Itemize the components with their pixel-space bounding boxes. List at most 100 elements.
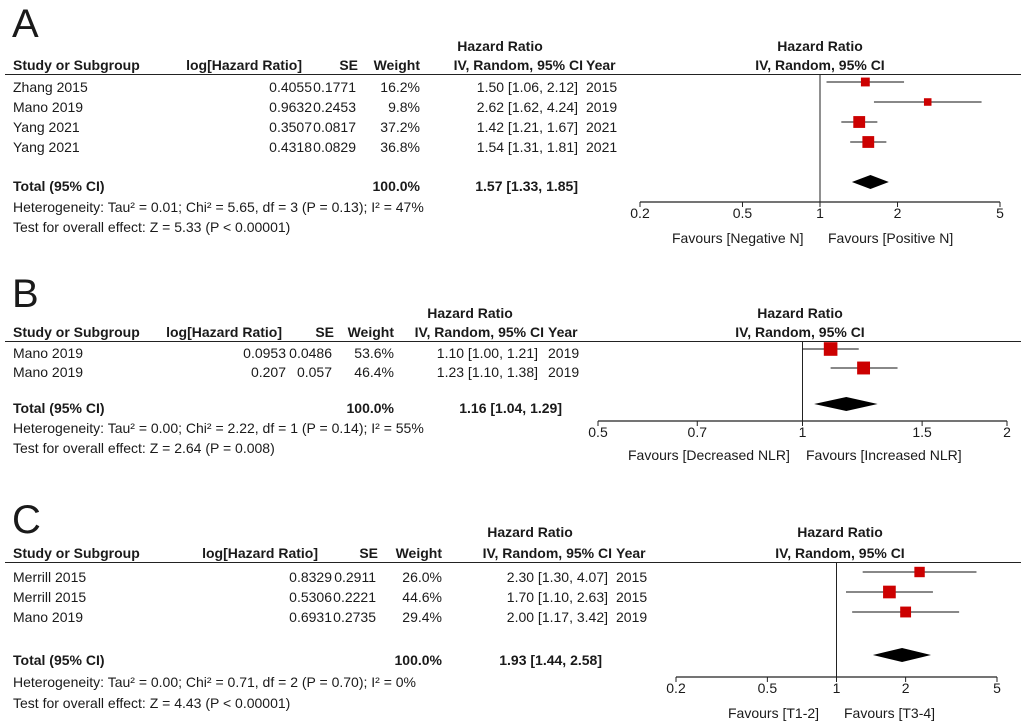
overall-effect-text: Test for overall effect: Z = 5.33 (P < 0… [13,219,291,235]
study-marker [914,566,925,578]
x-tick-label: 0.2 [666,680,686,696]
total-weight: 100.0% [372,178,420,194]
study-weight: 36.8% [380,139,420,155]
study-marker [860,77,870,87]
study-se: 0.2453 [313,99,356,115]
study-name: Merrill 2015 [13,589,87,605]
pooled-diamond [872,648,932,662]
x-tick-label: 5 [996,205,1004,221]
se-header: SE [315,324,334,340]
plot-subtitle: IV, Random, 95% CI [775,545,905,561]
weight-header: Weight [373,57,420,73]
se-header: SE [359,545,378,561]
study-se: 0.1771 [313,79,356,95]
study-marker [857,361,871,375]
study-weight: 16.2% [380,79,420,95]
x-tick-label: 0.5 [758,680,778,696]
year-header: Year [586,57,616,73]
study-year: 2019 [616,609,648,625]
study-year: 2015 [616,569,648,585]
year-header: Year [548,324,578,340]
x-tick-label: 2 [1003,424,1011,440]
x-tick-label: 2 [902,680,910,696]
overall-effect-text: Test for overall effect: Z = 2.64 (P = 0… [13,440,275,456]
study-name: Mano 2019 [13,364,84,380]
panel-letter-a: A [12,2,39,46]
hr-group-header: Hazard Ratio [427,305,513,321]
favours-left: Favours [Negative N] [672,230,804,246]
x-tick-label: 1 [833,680,841,696]
study-se: 0.0829 [313,139,356,155]
favours-left: Favours [Decreased NLR] [628,447,790,463]
x-tick-label: 0.5 [588,424,608,440]
study-ci: 2.30 [1.30, 4.07] [506,569,608,585]
total-label: Total (95% CI) [13,652,105,668]
study-loghr: 0.4318 [269,139,312,155]
study-ci: 2.00 [1.17, 3.42] [506,609,608,625]
overall-effect-text: Test for overall effect: Z = 4.43 (P < 0… [13,695,291,711]
study-year: 2021 [586,139,618,155]
ci-header: IV, Random, 95% CI [453,57,583,73]
forest-panel-c: C Hazard Ratio Study or Subgroup log[Haz… [0,492,1026,723]
x-tick-label: 0.7 [688,424,708,440]
total-weight: 100.0% [394,652,442,668]
study-marker [923,98,932,106]
loghr-header: log[Hazard Ratio] [202,545,318,561]
x-tick-label: 0.2 [630,205,650,221]
se-header: SE [339,57,358,73]
study-loghr: 0.207 [250,364,286,380]
x-tick-label: 1.5 [912,424,932,440]
pooled-diamond [851,175,889,189]
study-ci: 1.42 [1.21, 1.67] [476,119,578,135]
favours-right: Favours [T3-4] [844,705,936,721]
ci-header: IV, Random, 95% CI [482,545,612,561]
study-loghr: 0.0953 [243,345,286,361]
favours-right: Favours [Increased NLR] [806,447,962,463]
forest-plot-c: 0.2 0.5 1 2 5 [666,562,1001,696]
pooled-diamond [814,397,878,411]
forest-plot-a: 0.2 0.5 1 2 5 [630,74,1004,221]
study-loghr: 0.8329 [289,569,332,585]
study-header: Study or Subgroup [13,324,140,340]
study-name: Merrill 2015 [13,569,87,585]
study-ci: 1.23 [1.10, 1.38] [436,364,538,380]
heterogeneity-text: Heterogeneity: Tau² = 0.00; Chi² = 2.22,… [13,420,424,436]
study-loghr: 0.9632 [269,99,312,115]
study-loghr: 0.4055 [269,79,312,95]
study-weight: 26.0% [402,569,442,585]
study-ci: 1.50 [1.06, 2.12] [476,79,578,95]
study-weight: 29.4% [402,609,442,625]
total-weight: 100.0% [346,400,394,416]
weight-header: Weight [347,324,394,340]
study-ci: 1.70 [1.10, 2.63] [506,589,608,605]
study-loghr: 0.3507 [269,119,312,135]
x-tick-label: 1 [816,205,824,221]
total-label: Total (95% CI) [13,400,105,416]
year-header: Year [616,545,646,561]
panel-letter-c: C [12,498,41,542]
total-ci: 1.93 [1.44, 2.58] [499,652,602,668]
x-tick-label: 5 [993,680,1001,696]
forest-panel-b: B Hazard Ratio Study or Subgroup log[Haz… [0,270,1026,470]
study-name: Mano 2019 [13,99,84,115]
study-header: Study or Subgroup [13,57,140,73]
study-year: 2019 [548,345,580,361]
heterogeneity-text: Heterogeneity: Tau² = 0.00; Chi² = 0.71,… [13,674,416,690]
study-ci: 1.54 [1.31, 1.81] [476,139,578,155]
study-se: 0.2735 [333,609,376,625]
total-label: Total (95% CI) [13,178,105,194]
x-tick-label: 0.5 [733,205,753,221]
study-year: 2019 [586,99,618,115]
study-se: 0.2221 [333,589,376,605]
study-year: 2015 [586,79,618,95]
study-name: Zhang 2015 [13,79,88,95]
study-marker [853,116,866,128]
panel-letter-b: B [12,272,39,316]
total-ci: 1.57 [1.33, 1.85] [475,178,578,194]
study-loghr: 0.6931 [289,609,332,625]
study-year: 2021 [586,119,618,135]
loghr-header: log[Hazard Ratio] [166,324,282,340]
study-marker [862,136,875,148]
plot-title: Hazard Ratio [797,524,883,540]
study-marker [823,342,838,356]
